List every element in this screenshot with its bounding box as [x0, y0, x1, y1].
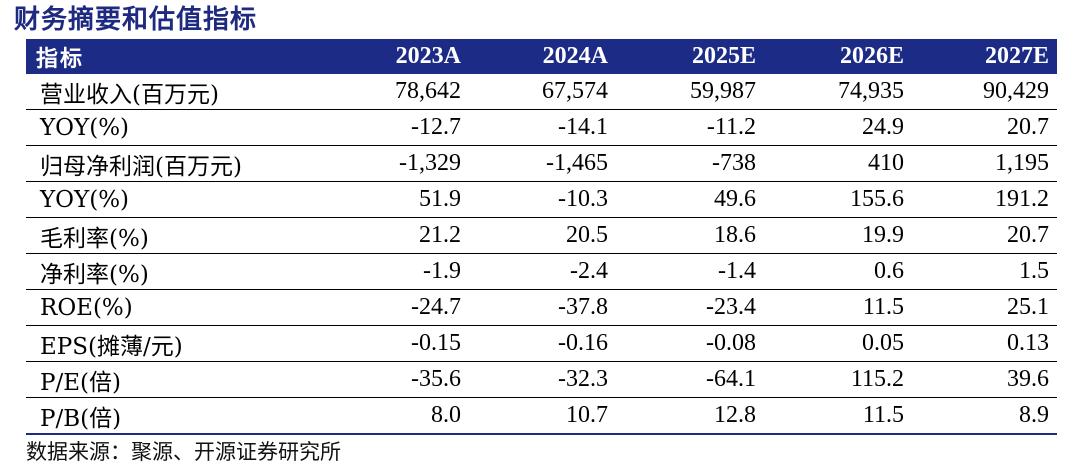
table-cell: -12.7 — [301, 109, 469, 146]
table-cell: -24.7 — [301, 289, 469, 326]
table-cell: 49.6 — [616, 181, 764, 218]
table-cell: -1,329 — [301, 145, 469, 182]
row-label: P/E(倍) — [26, 361, 301, 398]
table-cell: 59,987 — [616, 74, 764, 110]
table-cell: 20.7 — [912, 217, 1057, 254]
table-cell: -37.8 — [469, 289, 616, 326]
table-cell: 191.2 — [912, 181, 1057, 218]
row-label: 毛利率(%) — [26, 217, 301, 254]
table-row: 毛利率(%) 21.2 20.5 18.6 19.9 20.7 — [26, 217, 1057, 254]
table-cell: -738 — [616, 145, 764, 182]
table-cell: 51.9 — [301, 181, 469, 218]
table-row: 归母净利润(百万元) -1,329 -1,465 -738 410 1,195 — [26, 145, 1057, 182]
table-cell: 410 — [764, 145, 912, 182]
table-cell: 11.5 — [764, 289, 912, 326]
header-2026e: 2026E — [764, 39, 912, 74]
row-label: P/B(倍) — [26, 397, 301, 435]
table-cell: 25.1 — [912, 289, 1057, 326]
row-label: ROE(%) — [26, 289, 301, 326]
table-row: P/E(倍) -35.6 -32.3 -64.1 115.2 39.6 — [26, 361, 1057, 398]
table-cell: 67,574 — [469, 74, 616, 110]
table-cell: 19.9 — [764, 217, 912, 254]
table-cell: 1.5 — [912, 253, 1057, 290]
table-cell: 8.0 — [301, 397, 469, 435]
table-row: 营业收入(百万元) 78,642 67,574 59,987 74,935 90… — [26, 74, 1057, 110]
table-cell: 18.6 — [616, 217, 764, 254]
table-cell: 21.2 — [301, 217, 469, 254]
table-cell: 11.5 — [764, 397, 912, 435]
table-cell: 78,642 — [301, 74, 469, 110]
table-cell: -10.3 — [469, 181, 616, 218]
table-cell: -2.4 — [469, 253, 616, 290]
table-row: EPS(摊薄/元) -0.15 -0.16 -0.08 0.05 0.13 — [26, 325, 1057, 362]
table-cell: 8.9 — [912, 397, 1057, 435]
row-label: EPS(摊薄/元) — [26, 325, 301, 362]
table-row: YOY(%) -12.7 -14.1 -11.2 24.9 20.7 — [26, 109, 1057, 146]
table-title: 财务摘要和估值指标 — [14, 5, 258, 35]
table-cell: 20.5 — [469, 217, 616, 254]
data-source-note: 数据来源：聚源、开源证券研究所 — [26, 440, 341, 464]
table-row: 净利率(%) -1.9 -2.4 -1.4 0.6 1.5 — [26, 253, 1057, 290]
table-cell: -1.4 — [616, 253, 764, 290]
row-label: 净利率(%) — [26, 253, 301, 290]
table-cell: -23.4 — [616, 289, 764, 326]
table-cell: -32.3 — [469, 361, 616, 398]
table-cell: 12.8 — [616, 397, 764, 435]
row-label: YOY(%) — [26, 109, 301, 146]
row-label: 归母净利润(百万元) — [26, 145, 301, 182]
table-cell: 90,429 — [912, 74, 1057, 110]
table-cell: -0.16 — [469, 325, 616, 362]
table-row: ROE(%) -24.7 -37.8 -23.4 11.5 25.1 — [26, 289, 1057, 326]
table-cell: 39.6 — [912, 361, 1057, 398]
table-cell: 0.6 — [764, 253, 912, 290]
table-cell: 20.7 — [912, 109, 1057, 146]
table-cell: 155.6 — [764, 181, 912, 218]
row-label: 营业收入(百万元) — [26, 74, 301, 110]
row-label: YOY(%) — [26, 181, 301, 218]
table-cell: -0.08 — [616, 325, 764, 362]
table-cell: -64.1 — [616, 361, 764, 398]
table-cell: -35.6 — [301, 361, 469, 398]
table-cell: 0.13 — [912, 325, 1057, 362]
table-cell: 1,195 — [912, 145, 1057, 182]
header-2024a: 2024A — [469, 39, 616, 74]
table-cell: 0.05 — [764, 325, 912, 362]
table-cell: -14.1 — [469, 109, 616, 146]
table-cell: 24.9 — [764, 109, 912, 146]
table-row: YOY(%) 51.9 -10.3 49.6 155.6 191.2 — [26, 181, 1057, 218]
table-row: P/B(倍) 8.0 10.7 12.8 11.5 8.9 — [26, 397, 1057, 435]
header-2027e: 2027E — [912, 39, 1057, 74]
header-2023a: 2023A — [301, 39, 469, 74]
table-cell: 10.7 — [469, 397, 616, 435]
header-indicator: 指标 — [26, 39, 301, 74]
header-2025e: 2025E — [616, 39, 764, 74]
table-cell: -0.15 — [301, 325, 469, 362]
table-cell: -11.2 — [616, 109, 764, 146]
table-cell: -1.9 — [301, 253, 469, 290]
header-row: 指标 2023A 2024A 2025E 2026E 2027E — [26, 39, 1057, 74]
table-cell: 74,935 — [764, 74, 912, 110]
financial-summary-table: 指标 2023A 2024A 2025E 2026E 2027E 营业收入(百万… — [26, 39, 1057, 435]
table-cell: -1,465 — [469, 145, 616, 182]
table-cell: 115.2 — [764, 361, 912, 398]
